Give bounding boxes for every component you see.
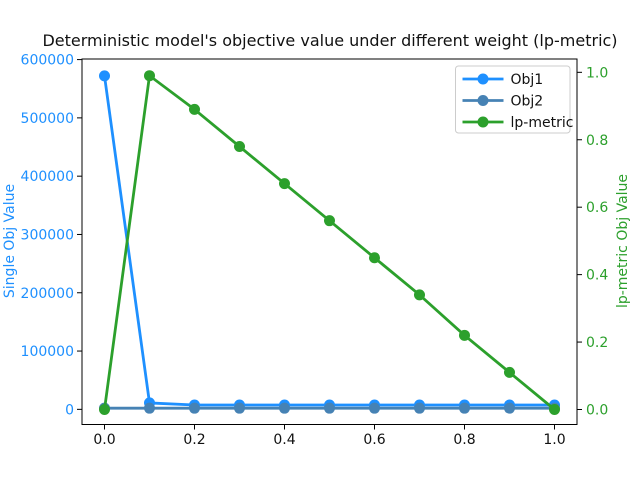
obj2-marker <box>144 402 155 414</box>
chart-title: Deterministic model's objective value un… <box>42 31 617 50</box>
lp-metric-marker <box>549 403 560 415</box>
lp-metric-marker <box>144 70 155 82</box>
legend-lp-metric-marker <box>477 116 489 128</box>
obj1-marker <box>99 70 110 82</box>
x-tick-label: 0.6 <box>363 432 385 448</box>
legend-obj1-label: Obj1 <box>511 72 544 88</box>
legend-obj2-label: Obj2 <box>511 94 544 110</box>
obj2-marker <box>189 402 200 414</box>
legend-lp-metric-label: lp-metric <box>511 115 574 131</box>
x-tick-label: 0.4 <box>273 432 295 448</box>
right-y-tick-label: 0.8 <box>586 133 608 149</box>
obj2-marker <box>504 402 515 414</box>
obj2-marker <box>279 402 290 414</box>
lp-metric-marker <box>414 289 425 301</box>
axes-spines <box>81 58 578 425</box>
left-y-tick-label: 600000 <box>21 53 74 69</box>
lp-metric-marker <box>459 329 470 341</box>
legend-obj2-marker <box>477 95 489 106</box>
x-tick-label: 0.2 <box>183 432 205 448</box>
lp-metric-marker <box>234 140 245 152</box>
obj2-marker <box>459 402 470 414</box>
left-y-tick-label: 300000 <box>21 227 74 243</box>
left-y-tick-label: 100000 <box>21 344 74 360</box>
lp-metric-marker <box>369 252 380 264</box>
right-y-tick-label: 0.2 <box>586 335 608 351</box>
lp-metric-marker <box>99 403 110 415</box>
obj2-marker <box>234 402 245 414</box>
lp-metric-marker <box>279 178 290 190</box>
lp-metric-marker <box>189 103 200 115</box>
lp-metric-marker <box>504 366 515 378</box>
obj2-marker <box>324 402 335 414</box>
right-y-tick-label: 0.0 <box>586 402 608 418</box>
obj2-marker <box>414 402 425 414</box>
left-axis-label: Single Obj Value <box>2 184 18 298</box>
x-tick-label: 1.0 <box>543 432 565 448</box>
x-tick-label: 0.0 <box>93 432 115 448</box>
left-y-tick-label: 400000 <box>21 169 74 185</box>
right-y-tick-label: 0.6 <box>586 200 608 216</box>
left-y-tick-label: 200000 <box>21 286 74 302</box>
plot-area: 0.0 0.2 0.4 0.6 0.8 1.0 0 100000 200000 300000 400… <box>21 53 609 448</box>
right-y-tick-label: 0.4 <box>586 268 608 284</box>
lp-metric-marker <box>324 215 335 227</box>
obj2-marker <box>369 402 380 414</box>
x-tick-label: 0.8 <box>453 432 475 448</box>
right-axis-label: lp-metric Obj Value <box>615 174 631 308</box>
left-y-tick-label: 500000 <box>21 111 74 127</box>
left-y-tick-label: 0 <box>65 402 74 418</box>
right-y-tick-label: 1.0 <box>586 65 608 81</box>
legend-obj1-marker <box>477 73 489 85</box>
